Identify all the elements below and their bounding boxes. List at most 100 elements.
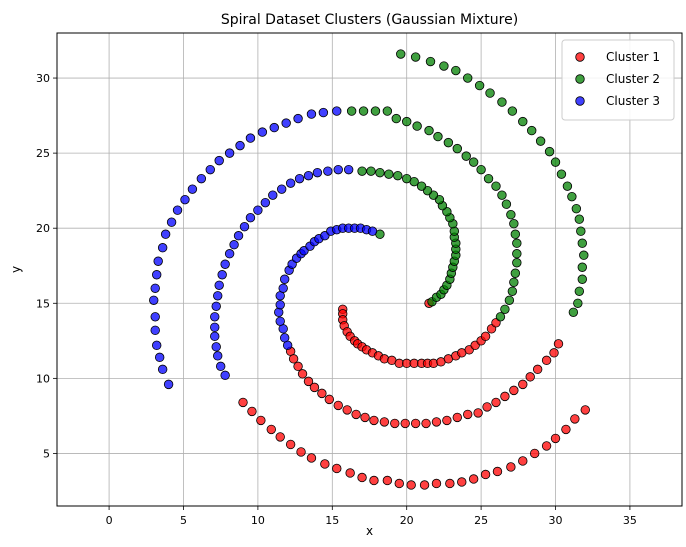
data-point: [480, 469, 491, 480]
y-tick-label: 20: [36, 222, 50, 235]
data-point: [214, 155, 224, 166]
x-tick-label: 25: [474, 514, 488, 527]
data-point: [402, 173, 412, 184]
legend-marker: [575, 52, 585, 62]
data-point: [382, 106, 393, 116]
data-point: [238, 397, 248, 408]
x-tick-label: 0: [106, 514, 113, 527]
data-point: [576, 226, 586, 236]
data-point: [342, 405, 352, 415]
data-point: [390, 418, 400, 429]
data-point: [556, 169, 567, 179]
data-point: [229, 240, 239, 250]
legend-label: Cluster 1: [606, 50, 660, 64]
data-point: [166, 217, 177, 227]
data-point: [573, 298, 583, 308]
data-point: [281, 118, 291, 128]
data-point: [577, 238, 587, 248]
data-point: [501, 199, 512, 209]
data-point: [379, 417, 390, 427]
data-point: [309, 382, 320, 393]
data-point: [375, 167, 385, 178]
data-point: [269, 122, 279, 133]
data-point: [400, 418, 410, 429]
data-point: [500, 391, 510, 402]
data-point: [504, 295, 515, 305]
data-point: [257, 127, 268, 137]
data-point: [412, 121, 422, 131]
data-point: [351, 409, 361, 420]
series-1: [238, 298, 590, 490]
data-point: [318, 107, 329, 118]
data-point: [345, 468, 355, 478]
data-point: [366, 166, 376, 176]
data-point: [369, 415, 379, 426]
data-point: [518, 116, 528, 127]
data-point: [463, 73, 473, 83]
data-point: [253, 205, 263, 215]
data-point: [285, 178, 296, 188]
data-point: [449, 226, 460, 236]
data-point: [391, 113, 401, 124]
data-point: [510, 268, 521, 278]
data-point: [297, 369, 308, 379]
data-point: [518, 456, 528, 466]
data-point: [369, 475, 379, 486]
data-point: [213, 291, 223, 301]
data-point: [306, 453, 317, 463]
data-point: [357, 166, 367, 176]
y-tick-label: 10: [36, 372, 50, 385]
data-point: [211, 301, 221, 311]
data-point: [303, 376, 314, 387]
data-point: [160, 229, 171, 239]
data-point: [452, 143, 462, 154]
data-point: [410, 52, 421, 62]
data-point: [425, 56, 436, 67]
data-point: [424, 125, 434, 136]
data-point: [214, 280, 224, 290]
x-axis-ticks: 0 5 10 15 20 25 30 35: [106, 506, 637, 527]
data-point: [482, 402, 492, 412]
y-tick-label: 30: [36, 72, 50, 85]
x-tick-label: 35: [623, 514, 637, 527]
data-point: [497, 97, 507, 107]
data-point: [152, 340, 162, 351]
data-point: [535, 136, 546, 146]
data-point: [431, 417, 442, 427]
data-point: [285, 439, 296, 450]
data-point: [497, 190, 507, 200]
data-point: [518, 379, 528, 390]
data-point: [358, 106, 369, 116]
data-point: [541, 355, 552, 366]
data-point: [150, 312, 160, 322]
data-point: [510, 229, 521, 239]
y-axis-ticks: 5 10 15 20 25 30: [36, 72, 57, 460]
data-point: [512, 249, 522, 259]
data-point: [323, 166, 333, 176]
data-point: [370, 106, 381, 116]
y-tick-label: 15: [36, 297, 50, 310]
data-point: [277, 184, 287, 194]
x-axis-label: x: [366, 524, 373, 538]
data-point: [421, 418, 431, 429]
data-point: [568, 307, 579, 317]
data-point: [443, 137, 454, 148]
data-point: [574, 214, 585, 224]
data-point: [239, 222, 250, 232]
data-point: [532, 364, 543, 375]
data-point: [266, 424, 276, 435]
data-point: [457, 477, 467, 487]
data-point: [500, 304, 510, 314]
data-point: [384, 169, 394, 179]
data-point: [210, 322, 220, 333]
data-point: [333, 400, 343, 411]
data-point: [306, 109, 317, 119]
data-point: [210, 331, 220, 342]
data-point: [296, 447, 306, 457]
data-point: [512, 238, 522, 248]
x-tick-label: 10: [251, 514, 265, 527]
data-point: [562, 181, 573, 191]
data-point: [393, 170, 403, 181]
data-point: [580, 405, 590, 415]
data-point: [468, 157, 479, 167]
